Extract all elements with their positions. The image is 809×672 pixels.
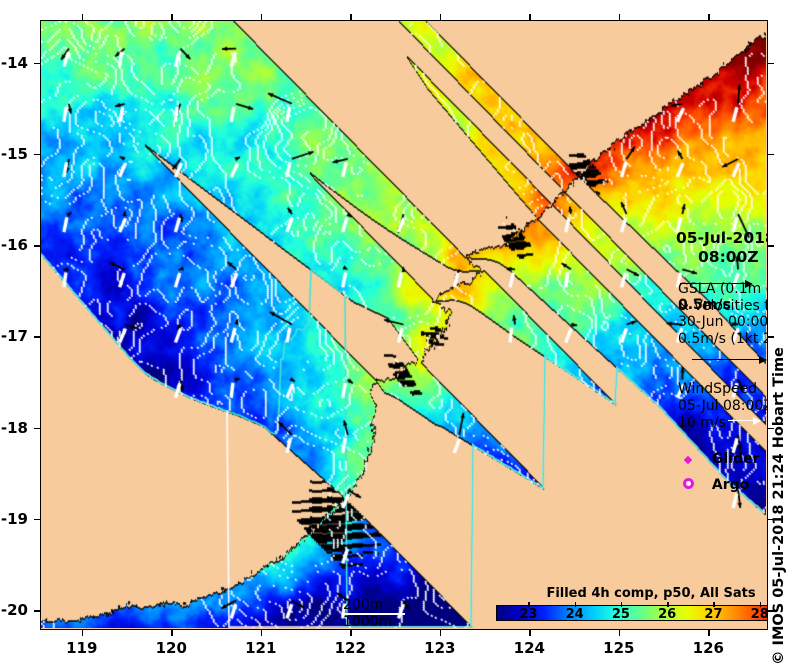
- y-axis-tick: [34, 610, 41, 612]
- depth-legend-shallow: 200m: [343, 597, 384, 613]
- wind-legend-title: WindSpeed: [678, 381, 758, 397]
- sst-map-plot: 05-Jul-2018 08:00Z GSLA (0.1m contours) …: [40, 20, 768, 630]
- y-axis-tick: [34, 62, 41, 65]
- colorbar-tick: [713, 602, 715, 607]
- wind-legend-scale: 10 m/s: [678, 415, 726, 431]
- y-axis-tick: [767, 245, 774, 247]
- x-axis-tick: [439, 629, 442, 636]
- x-axis-label: 123: [424, 639, 456, 657]
- gsla-legend-line2-back: & Velocities for: [678, 297, 767, 314]
- x-axis-label: 121: [245, 639, 277, 657]
- y-axis-tick: [767, 427, 774, 430]
- map-date-line2: 08:00Z: [698, 248, 759, 266]
- depth-200m-line: [343, 613, 405, 615]
- y-axis-tick: [34, 336, 41, 338]
- colorbar-gradient: [497, 606, 767, 620]
- glider-legend-row: Glider: [677, 451, 759, 467]
- colorbar-title: Filled 4h comp, p50, All Sats: [546, 586, 756, 601]
- x-axis-tick: [708, 14, 710, 21]
- y-axis-tick: [767, 336, 774, 338]
- x-axis-label: 119: [66, 639, 98, 657]
- y-axis-tick: [767, 518, 774, 521]
- copyright-notice: © IMOS 05-Jul-2018 21:24 Hobart Time: [771, 347, 787, 665]
- colorbar-tick-label: 27: [704, 607, 723, 622]
- y-axis-tick: [34, 153, 41, 156]
- colorbar-bar: [496, 605, 767, 621]
- colorbar-tick-label: 24: [565, 607, 584, 622]
- colorbar-tick-label: 28: [750, 607, 768, 622]
- colorbar-tick: [574, 602, 577, 607]
- circle-marker-icon: [677, 477, 699, 493]
- y-axis-label: -17: [0, 327, 28, 346]
- y-axis-label: -16: [0, 236, 28, 255]
- y-axis-tick: [34, 245, 41, 247]
- depth-legend-block: 200m 1000m: [343, 597, 393, 630]
- glider-legend-label: Glider: [711, 451, 760, 467]
- x-axis-tick: [81, 14, 84, 21]
- x-axis-tick: [350, 14, 352, 21]
- map-date-line1: 05-Jul-2018: [676, 229, 768, 247]
- colorbar-tick: [528, 602, 530, 607]
- y-axis-tick: [767, 610, 774, 612]
- colorbar-tick-label: 25: [611, 607, 630, 622]
- gsla-legend-line2-front: 0.5m/s: [678, 297, 731, 313]
- colorbar-tick: [667, 602, 669, 607]
- sst-raster-canvas: [41, 21, 766, 628]
- x-axis-tick: [81, 629, 84, 636]
- y-axis-tick: [767, 62, 774, 65]
- x-axis-tick: [618, 14, 621, 21]
- x-axis-tick: [618, 629, 621, 636]
- y-axis-label: -18: [0, 418, 28, 437]
- argo-legend-label: Argo: [711, 477, 750, 493]
- gsla-legend-arrow: [680, 280, 753, 288]
- x-axis-tick: [708, 629, 710, 636]
- x-axis-label: 120: [155, 639, 187, 657]
- argo-legend-row: Argo: [677, 477, 749, 493]
- x-axis-label: 125: [603, 639, 635, 657]
- x-axis-tick: [171, 14, 173, 21]
- y-axis-label: -20: [0, 601, 28, 620]
- x-axis-label: 126: [692, 639, 724, 657]
- colorbar-tick-label: 26: [658, 607, 677, 622]
- x-axis-tick: [529, 14, 531, 21]
- colorbar-tick: [620, 602, 623, 607]
- x-axis-tick: [260, 14, 263, 21]
- wind-scale-arrow: [728, 417, 761, 425]
- y-axis-label: -19: [0, 509, 28, 528]
- x-axis-tick: [439, 14, 442, 21]
- gsla-legend-block: GSLA (0.1m contours) & Velocities for 30…: [678, 281, 768, 347]
- x-axis-tick: [529, 629, 531, 636]
- gsla-legend-line4: 0.5m/s (1kt 24h): [678, 330, 767, 347]
- map-date-annotation: 05-Jul-2018 08:00Z: [676, 229, 768, 267]
- gsla-scale-arrow: [692, 356, 767, 364]
- colorbar-tick: [759, 602, 762, 607]
- y-axis-tick: [34, 518, 41, 521]
- colorbar-tick-label: 23: [519, 607, 538, 622]
- wind-legend-block: WindSpeed 05-Jul 08:00Z 10 m/s: [678, 381, 768, 432]
- y-axis-label: -15: [0, 144, 28, 163]
- y-axis-tick: [767, 153, 774, 156]
- x-axis-label: 122: [334, 639, 366, 657]
- gsla-legend-line3: 30-Jun 00:00Z: [678, 314, 768, 330]
- depth-legend-deep: 1000m: [343, 614, 393, 630]
- wind-legend-time: 05-Jul 08:00Z: [678, 398, 768, 414]
- x-axis-label: 124: [513, 639, 545, 657]
- x-axis-tick: [350, 629, 352, 636]
- y-axis-tick: [34, 427, 41, 430]
- diamond-marker-icon: [677, 451, 699, 467]
- colorbar: Filled 4h comp, p50, All Sats 23 24 25 26 27…: [496, 586, 768, 622]
- x-axis-tick: [260, 629, 263, 636]
- x-axis-tick: [171, 629, 173, 636]
- y-axis-label: -14: [0, 53, 28, 72]
- gsla-legend-line1: GSLA (0.1m contours): [678, 281, 767, 297]
